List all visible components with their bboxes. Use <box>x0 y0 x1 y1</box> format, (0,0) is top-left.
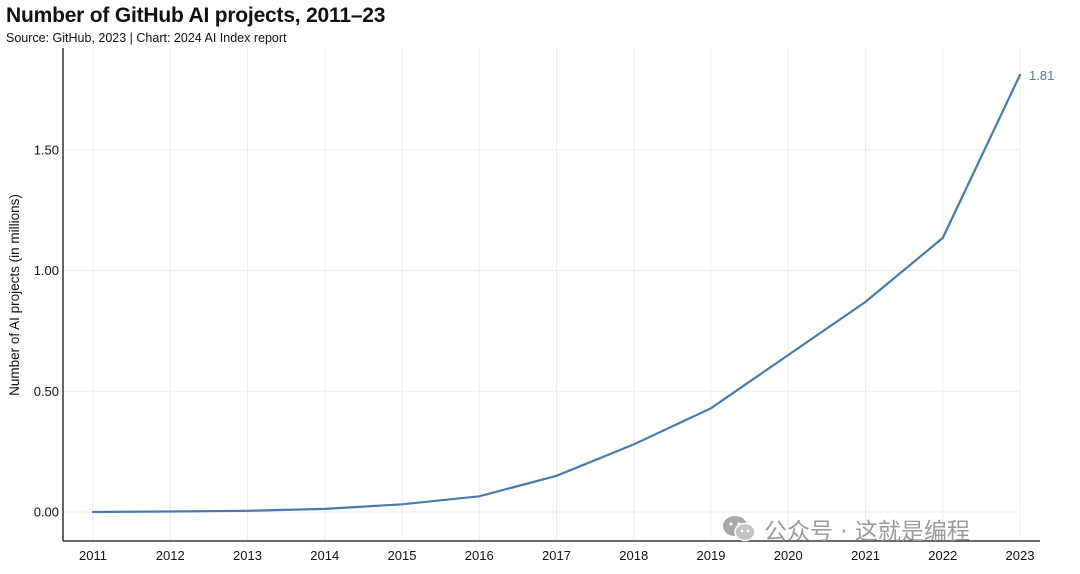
chart-source: Source: GitHub, 2023 | Chart: 2024 AI In… <box>6 31 287 45</box>
x-tick-label: 2017 <box>542 548 571 563</box>
watermark-text: 公众号 · 这就是编程 <box>764 519 970 545</box>
data-label: 1.81 <box>1029 68 1054 83</box>
x-tick-label: 2020 <box>774 548 803 563</box>
y-axis-title: Number of AI projects (in millions) <box>7 194 22 396</box>
y-tick-label: 0.00 <box>34 505 59 520</box>
x-tick-label: 2018 <box>619 548 648 563</box>
x-tick-label: 2022 <box>928 548 957 563</box>
x-tick-label: 2014 <box>310 548 339 563</box>
wechat-icon <box>723 516 756 542</box>
y-tick-label: 1.50 <box>34 142 59 157</box>
x-tick-label: 2019 <box>697 548 726 563</box>
x-tick-label: 2012 <box>156 548 185 563</box>
x-tick-label: 2015 <box>388 548 417 563</box>
watermark: 公众号 · 这就是编程 <box>722 512 970 546</box>
y-tick-label: 0.50 <box>34 384 59 399</box>
x-tick-label: 2011 <box>79 548 107 563</box>
y-tick-label: 1.00 <box>34 263 59 278</box>
chart-title: Number of GitHub AI projects, 2011–23 <box>6 4 386 27</box>
series-line <box>91 73 1022 514</box>
x-tick-label: 2023 <box>1006 548 1035 563</box>
x-tick-label: 2021 <box>851 548 880 563</box>
x-tick-label: 2016 <box>465 548 494 563</box>
x-tick-label: 2013 <box>233 548 262 563</box>
